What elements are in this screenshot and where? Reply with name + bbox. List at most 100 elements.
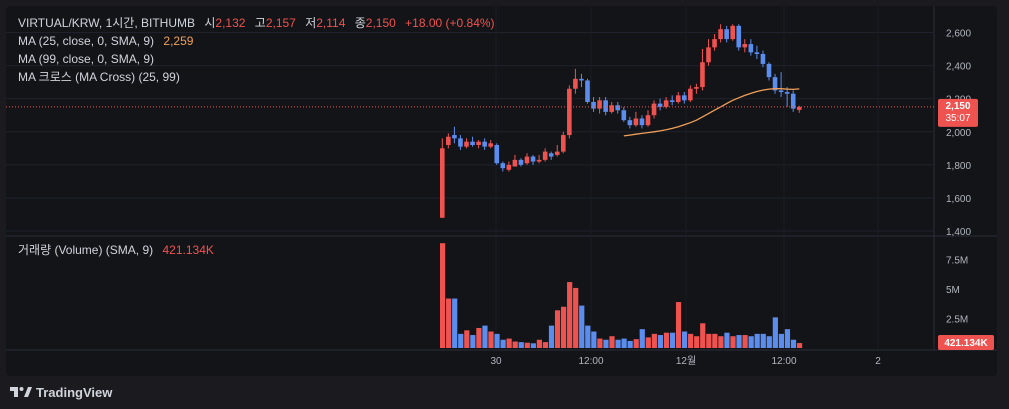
volume-bar[interactable] <box>585 325 591 348</box>
volume-bar[interactable] <box>518 342 524 348</box>
candle-body[interactable] <box>766 63 772 78</box>
volume-bar[interactable] <box>760 333 766 348</box>
candle-body[interactable] <box>621 110 627 121</box>
volume-bar[interactable] <box>482 325 488 348</box>
volume-bar[interactable] <box>470 335 476 348</box>
candle-body[interactable] <box>700 62 705 88</box>
volume-bar[interactable] <box>639 329 645 348</box>
volume-bar[interactable] <box>700 323 706 348</box>
candlestick-series[interactable] <box>440 24 802 218</box>
volume-bar[interactable] <box>748 336 754 348</box>
candle-body[interactable] <box>446 136 451 145</box>
candle-body[interactable] <box>754 52 760 54</box>
candle-body[interactable] <box>488 143 493 147</box>
candle-body[interactable] <box>536 159 542 162</box>
candle-body[interactable] <box>651 103 657 116</box>
volume-bar[interactable] <box>784 329 791 348</box>
volume-bar[interactable] <box>500 339 506 348</box>
candle-body[interactable] <box>778 90 784 93</box>
volume-legend[interactable]: 거래량 (Volume) (SMA, 9) 421.134K <box>18 243 214 257</box>
volume-bar[interactable] <box>772 317 778 348</box>
candle-body[interactable] <box>458 138 463 147</box>
volume-bar[interactable] <box>554 310 561 348</box>
candle-body[interactable] <box>506 164 512 170</box>
volume-bar[interactable] <box>458 333 464 348</box>
candle-body[interactable] <box>573 78 578 89</box>
volume-bar[interactable] <box>452 298 458 348</box>
candle-body[interactable] <box>591 101 596 109</box>
volume-bar[interactable] <box>742 335 748 348</box>
candle-body[interactable] <box>567 88 572 136</box>
ma25-line[interactable] <box>623 88 800 137</box>
candle-body[interactable] <box>500 163 506 169</box>
time-axis[interactable]: 30 12:00 12월 12:00 2 <box>490 355 881 367</box>
candle-body[interactable] <box>615 105 621 111</box>
candle-body[interactable] <box>682 95 687 101</box>
volume-bar[interactable] <box>542 342 549 348</box>
symbol-title[interactable]: VIRTUAL/KRW, 1시간, BITHUMB <box>18 16 195 30</box>
candle-body[interactable] <box>663 100 669 107</box>
candle-body[interactable] <box>609 105 614 112</box>
candle-body[interactable] <box>772 77 778 91</box>
candle-body[interactable] <box>548 153 554 157</box>
candle-body[interactable] <box>742 44 748 48</box>
candle-body[interactable] <box>669 100 675 102</box>
volume-bar[interactable] <box>567 282 573 348</box>
candle-body[interactable] <box>796 106 802 110</box>
volume-bar[interactable] <box>440 243 446 348</box>
candle-body[interactable] <box>482 141 487 147</box>
volume-bar[interactable] <box>754 333 760 348</box>
candle-body[interactable] <box>476 141 481 145</box>
candle-body[interactable] <box>657 103 663 107</box>
volume-bar[interactable] <box>706 333 712 348</box>
candle-body[interactable] <box>639 118 645 126</box>
candle-body[interactable] <box>440 148 445 218</box>
candle-body[interactable] <box>518 159 524 165</box>
volume-bar[interactable] <box>736 335 742 348</box>
candle-body[interactable] <box>760 53 766 64</box>
candle-body[interactable] <box>512 159 518 167</box>
ma99-legend[interactable]: MA (99, close, 0, SMA, 9) <box>18 52 154 66</box>
volume-bar[interactable] <box>682 331 688 348</box>
volume-bar[interactable] <box>651 333 657 348</box>
candle-body[interactable] <box>784 92 790 94</box>
candle-body[interactable] <box>603 100 608 112</box>
ma-cross-legend[interactable]: MA 크로스 (MA Cross) (25, 99) <box>18 70 180 84</box>
volume-bar[interactable] <box>645 337 651 348</box>
candle-body[interactable] <box>542 151 548 160</box>
volume-bar[interactable] <box>712 333 718 348</box>
candle-body[interactable] <box>452 135 457 139</box>
volume-bar[interactable] <box>627 340 633 348</box>
volume-bar[interactable] <box>778 333 784 348</box>
volume-bar[interactable] <box>669 332 676 348</box>
candle-body[interactable] <box>730 25 735 40</box>
volume-bar[interactable] <box>561 306 567 348</box>
volume-bar[interactable] <box>579 305 585 348</box>
volume-bar[interactable] <box>512 341 518 348</box>
candle-body[interactable] <box>597 100 602 109</box>
candle-body[interactable] <box>675 95 681 102</box>
candle-body[interactable] <box>633 118 639 126</box>
volume-bar[interactable] <box>675 302 682 348</box>
volume-bar[interactable] <box>621 338 627 348</box>
candle-body[interactable] <box>645 115 651 126</box>
volume-bar[interactable] <box>446 298 452 348</box>
candle-body[interactable] <box>561 135 566 152</box>
candle-body[interactable] <box>790 93 796 109</box>
volume-bar[interactable] <box>488 331 494 348</box>
volume-bar[interactable] <box>718 336 724 348</box>
candle-body[interactable] <box>579 78 584 81</box>
ma25-legend[interactable]: MA (25, close, 0, SMA, 9) 2,259 <box>18 34 194 48</box>
volume-bar[interactable] <box>724 332 730 348</box>
candle-body[interactable] <box>736 25 742 48</box>
volume-bar[interactable] <box>633 339 639 348</box>
candle-body[interactable] <box>464 141 469 147</box>
volume-axis[interactable]: 2.5M 5M 7.5M <box>946 256 968 326</box>
candle-body[interactable] <box>688 88 693 101</box>
candle-body[interactable] <box>494 144 500 164</box>
volume-bar[interactable] <box>615 339 621 348</box>
volume-bar[interactable] <box>730 336 736 348</box>
